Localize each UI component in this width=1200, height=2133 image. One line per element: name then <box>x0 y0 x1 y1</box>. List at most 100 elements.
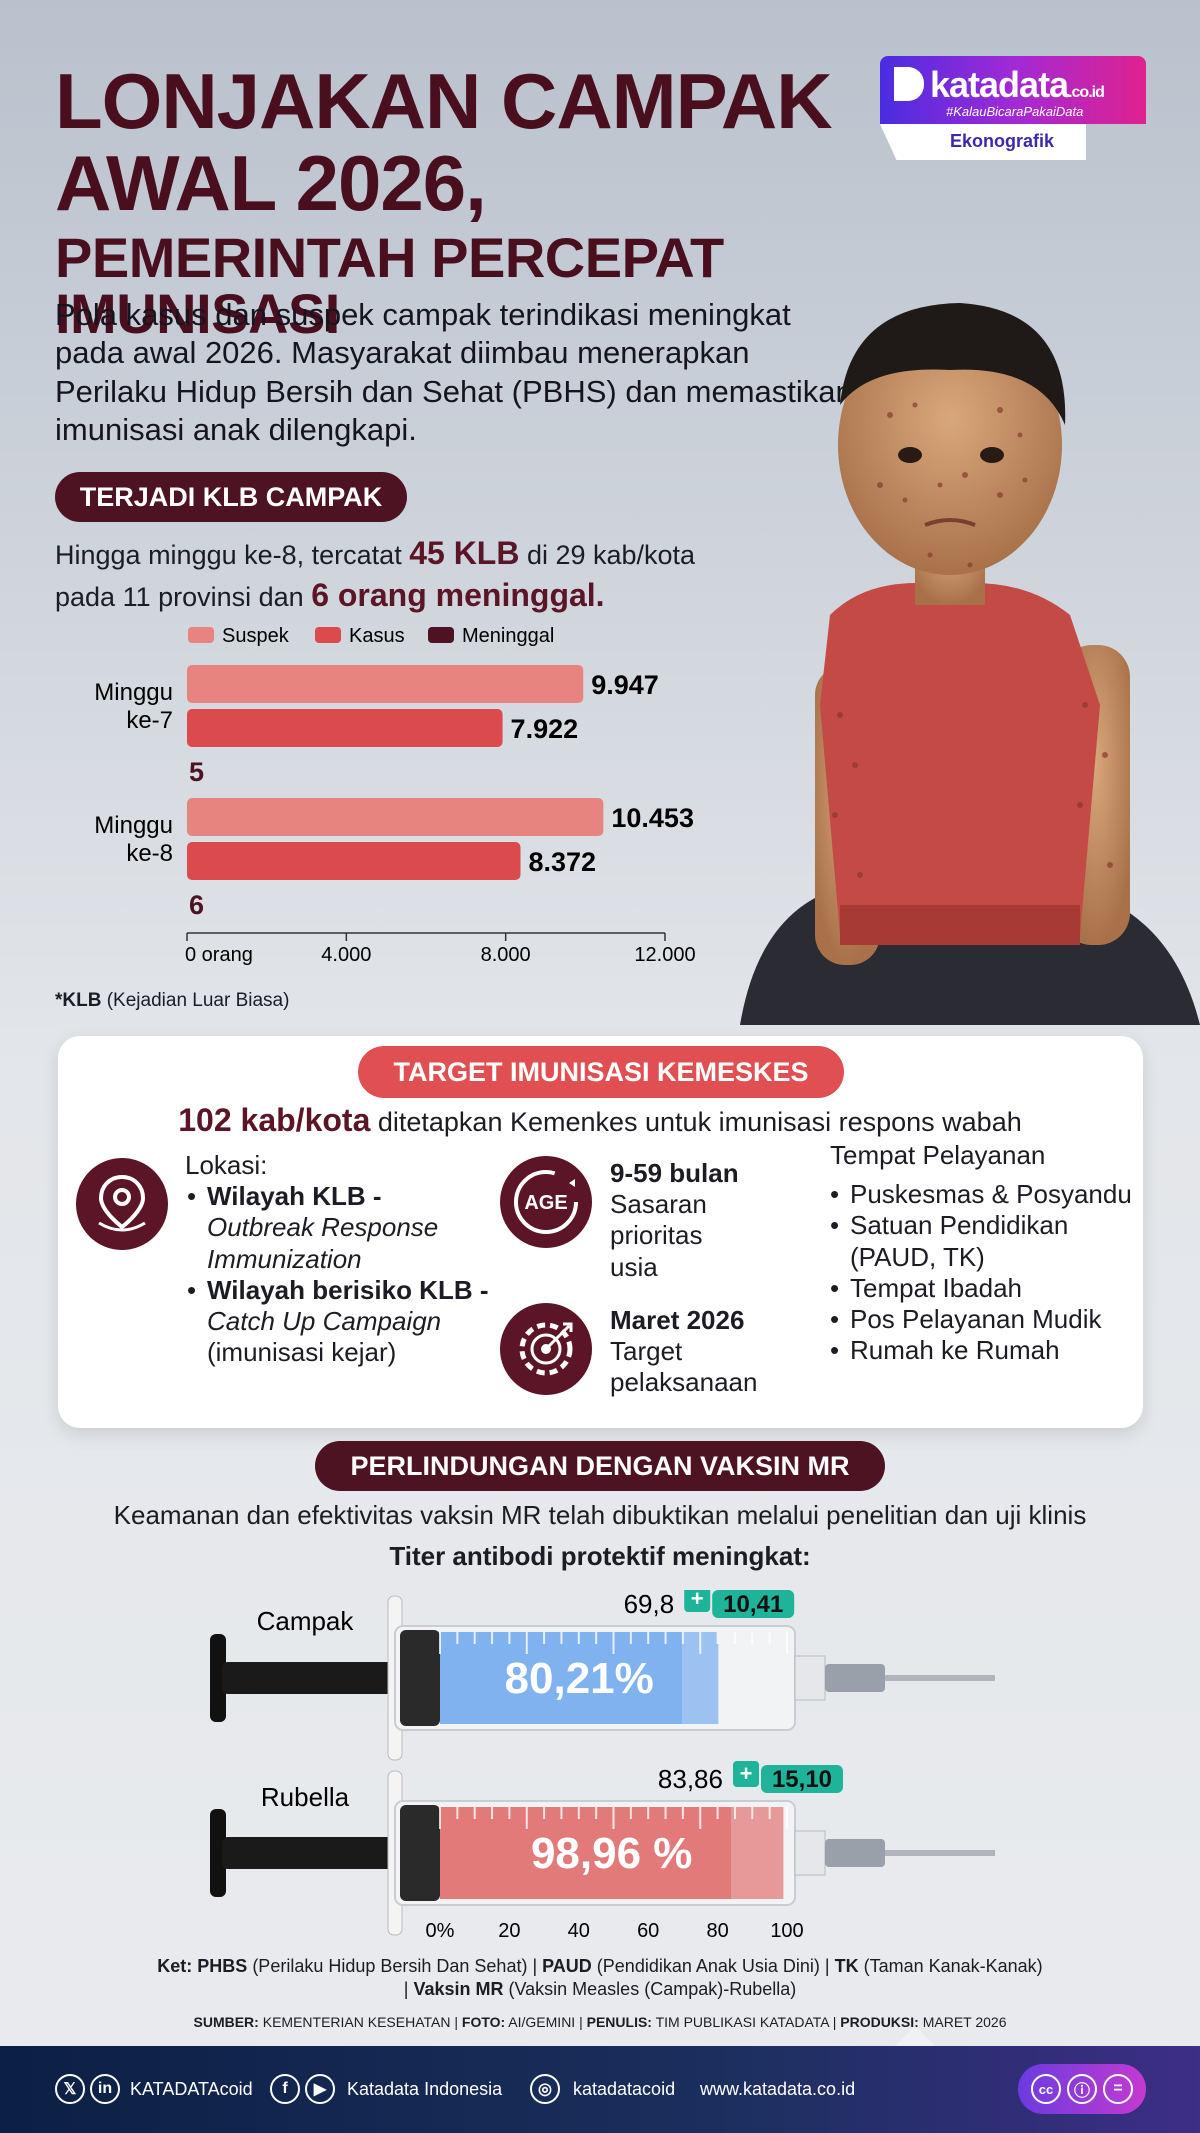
legend-swatch-meninggal <box>428 627 454 643</box>
syringe-axis-label: 20 <box>498 1920 520 1942</box>
date-desc: Target pelaksanaan <box>610 1336 758 1398</box>
rubella-total-label: 98,96 % <box>531 1829 692 1878</box>
abbreviation-key: Ket: PHBS (Perilaku Hidup Bersih Dan Seh… <box>157 1956 1043 2000</box>
campak-label: Campak <box>257 1606 355 1636</box>
category-label-week8-line1: Minggu <box>94 812 173 839</box>
svg-text:AGE: AGE <box>524 1192 567 1214</box>
logo-mark-icon <box>894 67 924 101</box>
linkedin-icon[interactable]: in <box>90 2074 120 2104</box>
rubella-fill-base <box>440 1807 731 1899</box>
campak-total-label: 80,21% <box>505 1654 654 1703</box>
footer-handle-1[interactable]: KATADATAcoid <box>130 2079 253 2099</box>
campak-increase-badge <box>712 1590 795 1618</box>
footer-website[interactable]: www.katadata.co.id <box>700 2079 856 2099</box>
x-tick-label: 4.000 <box>321 944 371 966</box>
rubella-needle-base <box>825 1839 885 1867</box>
logo-brand: katadata <box>930 64 1069 105</box>
lokasi-item-1: Wilayah KLB - Outbreak Response Immuniza… <box>185 1181 495 1275</box>
campak-needle <box>885 1675 995 1681</box>
syringe-axis-label: 80 <box>706 1920 728 1942</box>
katadata-logo: katadata.co.id #KalauBicaraPakaiData Eko… <box>880 56 1146 160</box>
age-target: 9-59 bulan Sasaran prioritas usia <box>610 1158 810 1283</box>
target-gear-icon <box>500 1303 592 1395</box>
age-range: 9-59 bulan <box>610 1158 739 1188</box>
footer-notch <box>895 2026 935 2046</box>
footer: 𝕏 in KATADATAcoid f ▶ Katadata Indonesia… <box>0 2026 1200 2133</box>
age-icon: AGE <box>500 1156 592 1248</box>
title-line-3: PEMERINTAH PERCEPAT IMUNISASI <box>55 226 724 345</box>
x-icon[interactable]: 𝕏 <box>55 2074 85 2104</box>
klb-pill: TERJADI KLB CAMPAK <box>55 472 407 522</box>
campak-plus-sign: + <box>691 1590 704 1611</box>
tempat-item: Pos Pelayanan Mudik <box>830 1304 1140 1335</box>
date-value: Maret 2026 <box>610 1305 745 1335</box>
vaccine-pill: PERLINDUNGAN DENGAN VAKSIN MR <box>315 1441 885 1491</box>
legend-swatch-kasus <box>315 627 341 643</box>
lokasi-section: Lokasi: Wilayah KLB - Outbreak Response … <box>185 1150 495 1368</box>
death-count: 6 orang meninggal. <box>311 576 605 613</box>
facebook-icon[interactable]: f <box>270 2074 300 2104</box>
rubella-plus-badge <box>732 1761 759 1787</box>
bar-kasus-7 <box>187 709 503 747</box>
title-line-1: LONJAKAN CAMPAK <box>55 57 833 145</box>
bar-label-suspek-7: 9.947 <box>591 670 659 700</box>
lokasi-item-2: Wilayah berisiko KLB - Catch Up Campaign… <box>185 1275 495 1369</box>
logo-domain: .co.id <box>1068 84 1105 101</box>
tempat-item: Rumah ke Rumah <box>830 1335 1140 1366</box>
campak-stopper <box>400 1630 440 1726</box>
tempat-item: Puskesmas & Posyandu <box>830 1179 1140 1210</box>
attribution-icon: ⓘ <box>1067 2074 1097 2104</box>
bar-label-kasus-8: 8.372 <box>528 847 596 877</box>
rubella-plunger-head <box>210 1809 226 1897</box>
footer-handle-2[interactable]: Katadata Indonesia <box>347 2079 503 2099</box>
title-line-2: AWAL 2026, <box>55 139 487 227</box>
instagram-icon[interactable]: ◎ <box>530 2074 560 2104</box>
category-label-week8-line2: ke-8 <box>126 840 173 867</box>
campak-needle-base <box>825 1664 885 1692</box>
x-tick-label: 8.000 <box>481 944 531 966</box>
legend-meninggal: Meninggal <box>462 625 554 647</box>
klb-footnote: *KLB (Kejadian Luar Biasa) <box>55 990 290 1011</box>
legend-swatch-suspek <box>188 627 214 643</box>
legend-kasus: Kasus <box>349 625 405 647</box>
rubella-plunger-rod <box>222 1837 422 1869</box>
bar-kasus-8 <box>187 842 521 880</box>
youtube-icon[interactable]: ▶ <box>305 2074 335 2104</box>
rubella-increase-label: 15,10 <box>772 1766 832 1793</box>
syringe-axis-label: 100 <box>770 1920 803 1942</box>
rubella-hub <box>794 1830 826 1876</box>
campak-fill-base <box>440 1632 683 1724</box>
tempat-section: Tempat Pelayanan Puskesmas & Posyandu Sa… <box>830 1140 1140 1367</box>
vaccine-subtitle: Titer antibodi protektif meningkat: <box>389 1541 811 1571</box>
campak-base-label: 69,8 <box>624 1590 675 1619</box>
bar-label-suspek-8: 10.453 <box>611 803 694 833</box>
page-title: LONJAKAN CAMPAK AWAL 2026, PEMERINTAH PE… <box>55 62 855 342</box>
no-derivatives-icon: = <box>1103 2074 1133 2104</box>
tempat-item: Tempat Ibadah <box>830 1273 1140 1304</box>
syringe-chart: Campak Rubella 80,21% 69,8 +10,41 98,96 % 83… <box>210 1590 995 1942</box>
legend-suspek: Suspek <box>222 625 290 647</box>
bar-label-meninggal-7: 5 <box>189 757 204 787</box>
x-tick-label: 12.000 <box>634 944 695 966</box>
syringe-axis-label: 0% <box>426 1920 455 1942</box>
kab-summary: 102 kab/kota ditetapkan Kemenkes untuk i… <box>178 1102 1022 1138</box>
location-pin-icon <box>76 1158 168 1250</box>
footer-handle-3[interactable]: katadatacoid <box>573 2079 676 2099</box>
klb-count: 45 KLB <box>409 535 520 571</box>
rubella-stopper <box>400 1805 440 1901</box>
vaccine-text: Keamanan dan efektivitas vaksin MR telah… <box>113 1500 1087 1530</box>
campak-plunger-head <box>210 1634 226 1722</box>
category-label-week7-line2: ke-7 <box>126 707 173 734</box>
cc-icon: cc <box>1031 2074 1061 2104</box>
rubella-label: Rubella <box>261 1782 350 1812</box>
klb-summary: Hingga minggu ke-8, tercatat 45 KLB di 2… <box>55 535 696 613</box>
tempat-label: Tempat Pelayanan <box>830 1140 1046 1170</box>
target-pill: TARGET IMUNISASI KEMESKES <box>358 1046 844 1098</box>
klb-bar-chart: Suspek Kasus Meninggal Minggu ke-7 Mingg… <box>94 625 695 966</box>
campak-plunger-rod <box>222 1662 422 1694</box>
source-line: SUMBER: KEMENTERIAN KESEHATAN | FOTO: AI… <box>193 2014 1007 2030</box>
rubella-increase-badge <box>760 1765 843 1793</box>
rubella-plus-sign: + <box>740 1761 753 1786</box>
logo-tagline: #KalauBicaraPakaiData <box>946 104 1084 119</box>
campak-increase-label: 10,41 <box>723 1591 783 1618</box>
